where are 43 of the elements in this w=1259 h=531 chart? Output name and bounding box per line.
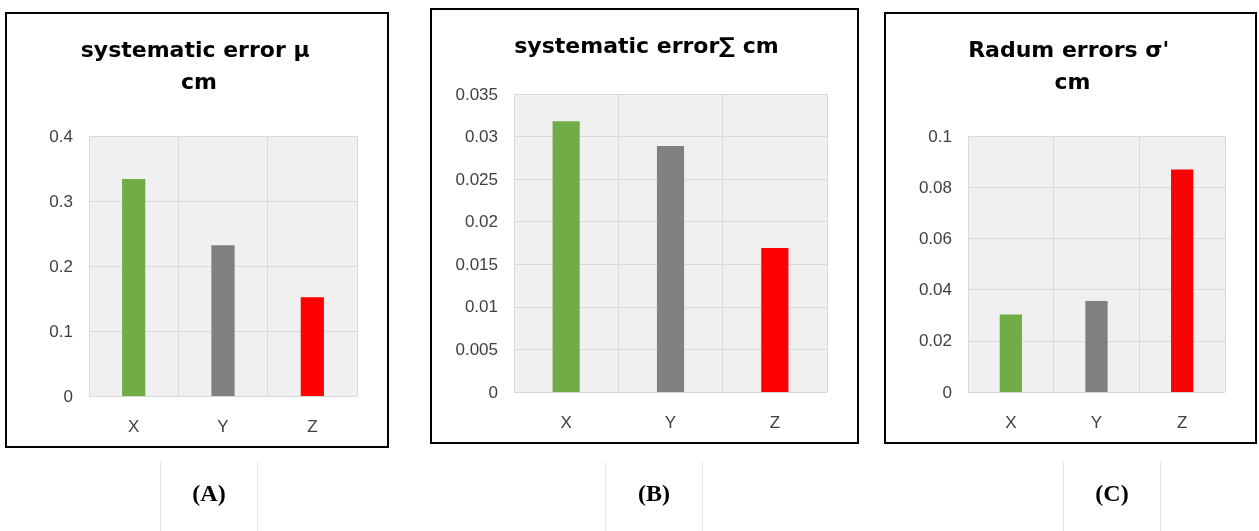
x-tick-label: X (560, 413, 572, 432)
y-tick-label: 0.025 (455, 169, 498, 189)
y-tick-label: 0 (488, 382, 498, 402)
bar (122, 178, 146, 396)
x-tick-label: Y (217, 417, 229, 436)
y-tick-label: 0.1 (928, 126, 952, 146)
y-tick-label: 0.08 (918, 177, 952, 197)
bar (999, 314, 1022, 392)
bar (656, 145, 685, 392)
chart-title: systematic error∑ cm (514, 32, 779, 58)
bar (300, 297, 324, 396)
text: (B) (605, 462, 703, 531)
y-tick-label: 0.2 (49, 256, 73, 276)
bar (1171, 169, 1194, 392)
x-tick-label: Y (664, 413, 677, 432)
y-tick-label: 0 (942, 382, 952, 402)
y-tick-label: 0.02 (918, 331, 952, 351)
chart-title: systematic error μ cm (80, 36, 318, 94)
chart-title: Radum errors σ' cm (968, 36, 1177, 94)
text: (C) (1063, 462, 1161, 531)
x-tick-label: X (127, 417, 140, 436)
text: (A) (160, 462, 258, 531)
y-tick-label: 0.04 (918, 280, 952, 300)
x-tick-label: Z (307, 417, 318, 436)
y-tick-label: 0.06 (918, 228, 952, 248)
bar (761, 248, 789, 392)
y-tick-label: 0.3 (49, 191, 73, 211)
x-tick-label: X (1005, 413, 1017, 432)
y-tick-label: 0.4 (49, 126, 73, 146)
bar (1085, 301, 1108, 392)
x-tick-label: Z (1176, 413, 1188, 432)
y-tick-label: 0.03 (464, 127, 498, 147)
y-tick-label: 0.015 (455, 254, 498, 274)
y-tick-label: 0 (63, 386, 73, 406)
y-tick-label: 0.1 (49, 321, 73, 341)
bar (552, 121, 580, 392)
bar (211, 245, 235, 396)
y-tick-label: 0.035 (455, 84, 498, 104)
x-tick-label: Z (769, 413, 781, 432)
x-tick-label: Y (1090, 413, 1103, 432)
y-tick-label: 0.005 (455, 339, 498, 359)
y-tick-label: 0.02 (464, 212, 498, 232)
y-tick-label: 0.01 (464, 297, 498, 317)
